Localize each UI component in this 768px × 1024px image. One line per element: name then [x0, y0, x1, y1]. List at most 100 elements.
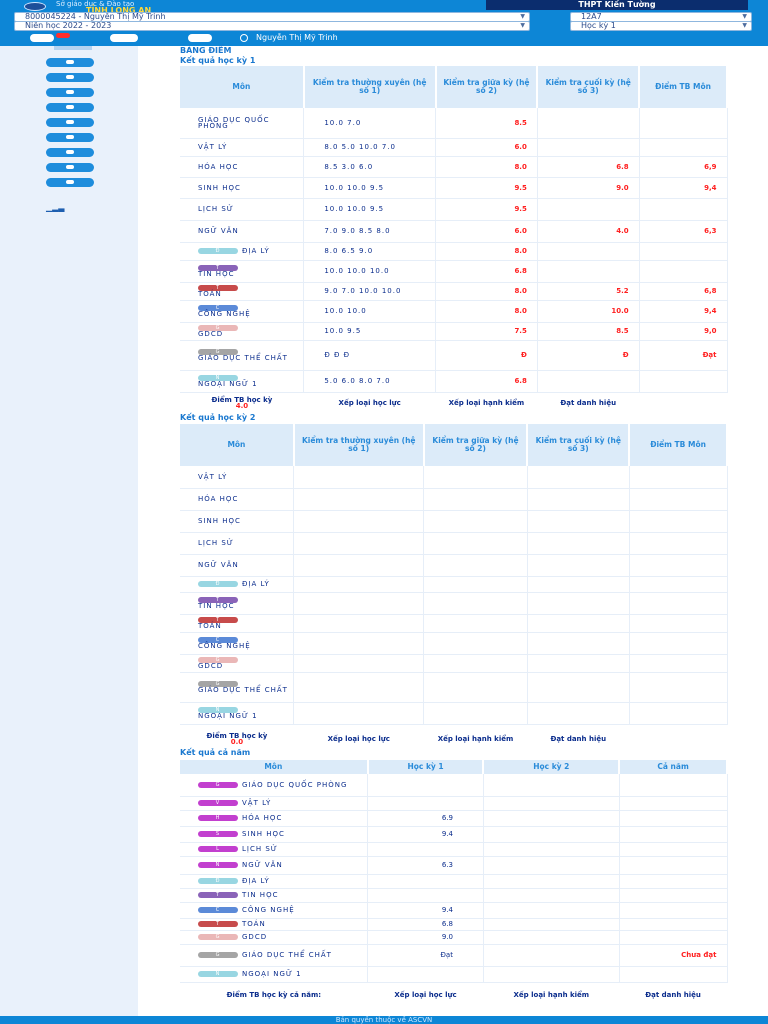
hk1-score: 9.0 [367, 930, 484, 945]
hk1-score [367, 796, 484, 811]
book-icon[interactable] [46, 103, 94, 112]
regular-scores: 8.0 5.0 10.0 7.0 [303, 138, 437, 157]
username[interactable]: Nguyễn Thị Mỹ Trinh [256, 33, 338, 42]
home-icon[interactable] [46, 58, 94, 67]
title-achieved: Đạt danh hiệu [560, 399, 617, 408]
subject-badge: Đ [198, 581, 238, 587]
table-row: L LỊCH SỬ [180, 842, 728, 857]
school-logo [24, 2, 46, 11]
subject-cell: Đ ĐỊA LÝ [180, 874, 369, 889]
table-row: G GIÁO DỤC THỂ CHẤT Đạt Chưa đạt [180, 944, 728, 967]
subject-name: GIÁO DỤC THỂ CHẤT [198, 686, 288, 694]
chevron-down-icon: ▼ [742, 13, 747, 20]
col-hk1: Học kỳ 1 [367, 760, 485, 774]
subject-badge: T [198, 892, 238, 898]
subject-cell: Đ ĐỊA LÝ [180, 242, 305, 261]
subject-name: GIÁO DỤC THỂ CHẤT [198, 354, 288, 362]
user-profile-icon[interactable] [46, 73, 94, 82]
col-final: Kiểm tra cuối kỳ (hệ số 3) [527, 424, 631, 466]
subject-name: ĐỊA LÝ [242, 877, 270, 885]
title-achieved: Đạt danh hiệu [645, 991, 701, 1000]
subject-badge: T [198, 921, 238, 927]
subject-name: ĐỊA LÝ [242, 580, 270, 588]
table-row: VẬT LÝ 8.0 5.0 10.0 7.0 6.0 [180, 138, 728, 157]
average-score: 6,9 [639, 156, 728, 178]
subject-cell: N NGOẠI NGỮ 1 [180, 966, 369, 983]
chat-icon[interactable] [46, 148, 94, 157]
subject-name: LỊCH SỬ [242, 845, 278, 853]
subject-name: GIÁO DỤC THỂ CHẤT [242, 951, 332, 959]
midterm-score: 8.0 [435, 156, 538, 178]
regular-scores: 9.0 7.0 10.0 10.0 [303, 282, 437, 301]
subject-badge: T [198, 617, 238, 623]
subject-name: NGOẠI NGỮ 1 [198, 712, 258, 720]
hk2-score [483, 966, 620, 983]
table-row: S SINH HỌC 9.4 [180, 826, 728, 843]
academic-rank: Xếp loại học lực [327, 735, 390, 744]
col-average: Điểm TB Môn [639, 66, 728, 108]
final-score: 4.0 [537, 220, 640, 243]
subject-cell: H HÓA HỌC [180, 810, 369, 827]
midterm-score: 9.5 [435, 198, 538, 221]
table-row: LỊCH SỬ [180, 532, 728, 555]
settings-icon[interactable] [46, 178, 94, 187]
chart-icon[interactable]: ▁▂▃ [46, 203, 65, 212]
page-title: BẢNG ĐIỂM [180, 46, 232, 55]
sem2-summary-row: Điểm TB học kỳ 0.0 Xếp loại học lực Xếp l… [180, 724, 727, 754]
department-name: Sở giáo dục & Đào tạo [56, 0, 135, 8]
top-header: Sở giáo dục & Đào tạo TỈNH LONG AN THPT … [0, 0, 768, 46]
col-subject: Môn [180, 424, 295, 466]
midterm-score: 8.0 [435, 242, 538, 261]
subject-badge: L [198, 846, 238, 852]
year-select[interactable]: Niên học 2022 - 2023 ▼ [14, 21, 530, 31]
subject-badge: C [198, 637, 238, 643]
grades-icon[interactable] [46, 163, 94, 172]
cn-score [619, 902, 728, 919]
average-score [639, 108, 728, 139]
subject-badge: G [198, 781, 238, 788]
table-row: C CÔNG NGHỆ 10.0 10.0 8.0 10.0 9,4 [180, 300, 728, 323]
regular-scores: Đ Đ Đ [303, 340, 437, 371]
subject-cell: G GIÁO DỤC THỂ CHẤT [180, 944, 369, 967]
avg-label: Điểm TB học kỳ [206, 732, 268, 741]
final-score [537, 370, 640, 393]
subject-cell: C CÔNG NGHỆ [180, 632, 295, 655]
average-score [639, 242, 728, 261]
subject-cell: T TOÁN [180, 282, 305, 301]
sem1-table: Môn Kiểm tra thường xuyên (hệ số 1) Kiểm… [180, 66, 728, 414]
chevron-down-icon: ▼ [742, 22, 747, 29]
table-row: NGỮ VĂN [180, 554, 728, 577]
edit-icon[interactable] [46, 118, 94, 127]
subject-badge: T [198, 285, 238, 291]
subject-badge: G [198, 681, 238, 687]
subject-cell: C CÔNG NGHỆ [180, 300, 305, 323]
mail-icon[interactable] [188, 34, 212, 42]
table-row: N NGOẠI NGỮ 1 [180, 702, 728, 725]
schedule-icon[interactable] [46, 133, 94, 142]
regular-scores: 10.0 7.0 [303, 108, 437, 139]
year-title: Kết quả cả năm [180, 748, 251, 757]
term-select[interactable]: Học kỳ 1 ▼ [570, 21, 752, 31]
final-score [537, 198, 640, 221]
table-row: T TOÁN 9.0 7.0 10.0 10.0 8.0 5.2 6,8 [180, 282, 728, 301]
table-row: V VẬT LÝ [180, 796, 728, 811]
table-row: H HÓA HỌC 6.9 [180, 810, 728, 827]
subject-name: NGỮ VĂN [242, 861, 283, 869]
regular-scores: 10.0 10.0 10.0 [303, 260, 437, 283]
regular-scores: 10.0 10.0 9.5 [303, 198, 437, 221]
hk1-score [367, 874, 484, 889]
col-subject: Môn [180, 760, 369, 774]
cn-score [619, 826, 728, 843]
avg-value: 4.0 [235, 402, 249, 411]
notification-icon[interactable] [30, 34, 54, 42]
col-regular: Kiểm tra thường xuyên (hệ số 1) [293, 424, 425, 466]
hk2-score [483, 874, 620, 889]
final-score: 5.2 [537, 282, 640, 301]
calendar-icon[interactable] [46, 88, 94, 97]
subject-name: NGOẠI NGỮ 1 [242, 970, 302, 978]
academic-rank: Xếp loại học lực [394, 991, 457, 1000]
avg-label: Điểm TB học kỳ cả năm: [226, 991, 322, 1000]
table-row: T TIN HỌC [180, 888, 728, 903]
message-icon[interactable] [110, 34, 138, 42]
table-row: LỊCH SỬ 10.0 10.0 9.5 9.5 [180, 198, 728, 221]
